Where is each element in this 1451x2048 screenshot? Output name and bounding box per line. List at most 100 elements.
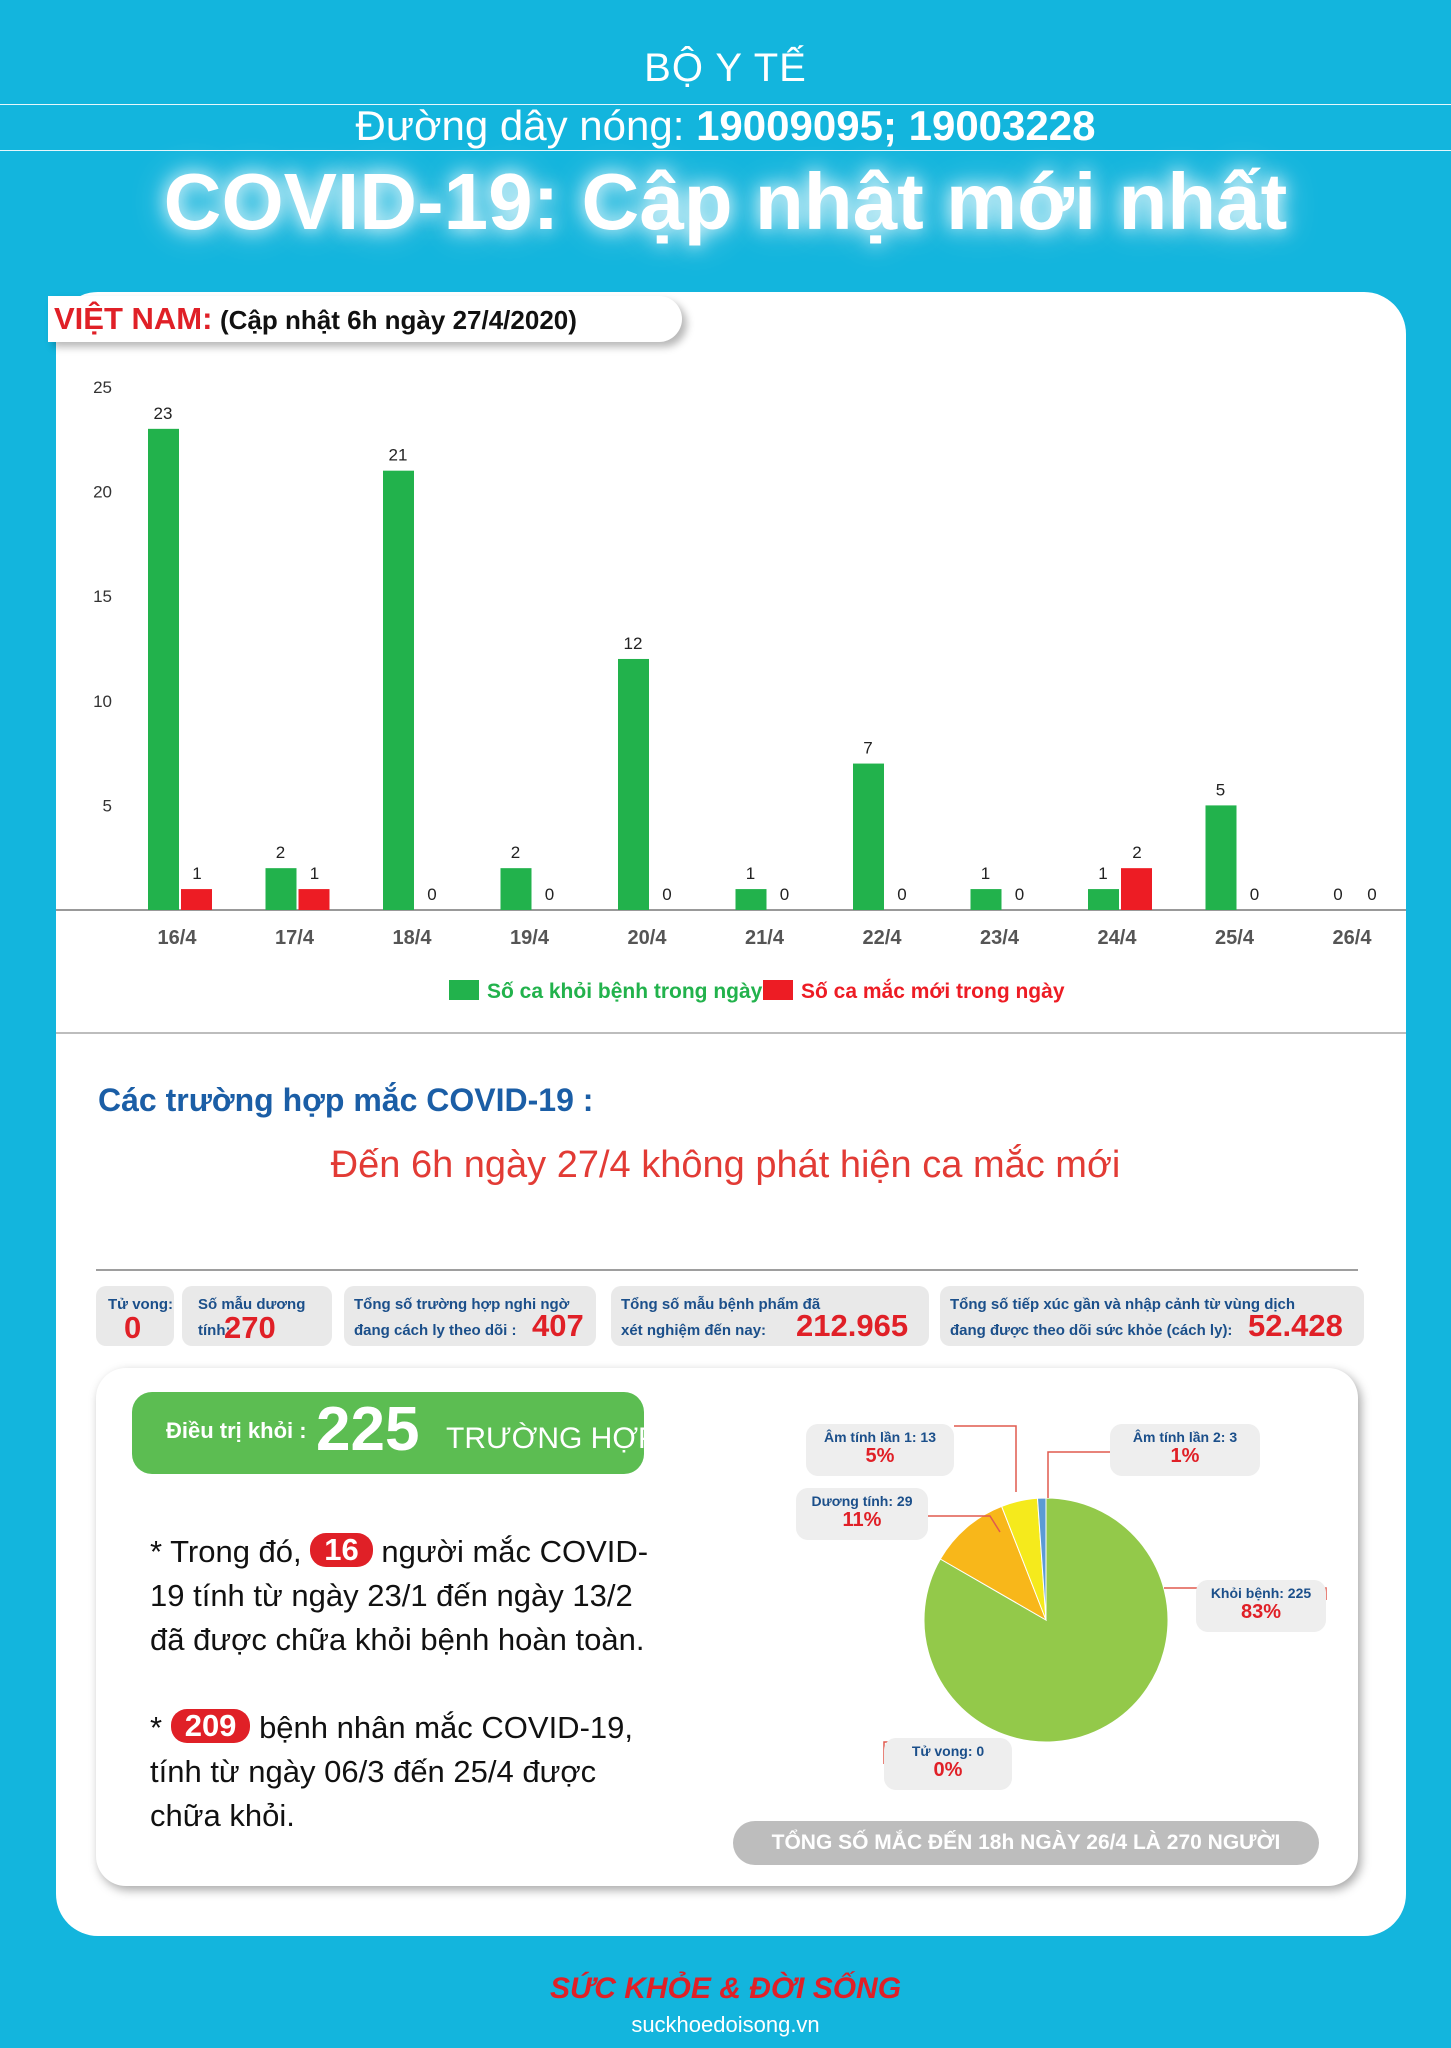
- data-label-new-cases: 0: [427, 885, 436, 904]
- cases-section-title: Các trường hợp mắc COVID-19 :: [98, 1082, 594, 1118]
- data-label-recovered: 1: [1098, 864, 1107, 883]
- stat-deaths-label: Tử vong:: [108, 1296, 174, 1313]
- legend-swatch-recovered: [449, 980, 479, 1000]
- note-2-prefix: *: [150, 1710, 163, 1745]
- bar-recovered: [500, 868, 532, 910]
- pie-label-recovered: Khỏi bệnh: 225 83%: [1196, 1580, 1326, 1632]
- pie-label-negative-2: Âm tính lần 2: 3 1%: [1110, 1424, 1260, 1476]
- data-label-new-cases: 1: [310, 864, 319, 883]
- pie-label-deaths-pct: 0%: [933, 1759, 963, 1781]
- data-label-new-cases: 0: [662, 885, 671, 904]
- x-tick-label: 26/4: [1333, 927, 1373, 949]
- total-cases-bar: TỔNG SỐ MẮC ĐẾN 18h NGÀY 26/4 LÀ 270 NGƯ…: [733, 1821, 1319, 1865]
- stat-contacts-label-line2: đang được theo dõi sức khỏe (cách ly):: [950, 1322, 1233, 1339]
- note-2-text: bệnh nhân mắc COVID-19, tính từ ngày 06/…: [150, 1710, 633, 1833]
- bar-new-cases: [298, 889, 330, 910]
- page-title: COVID-19: Cập nhật mới nhất: [163, 157, 1288, 246]
- bar-recovered: [265, 868, 297, 910]
- country-tab: VIỆT NAM: (Cập nhật 6h ngày 27/4/2020): [48, 296, 682, 342]
- daily-cases-bar-chart: 51015202523116/42117/421018/42019/412020…: [56, 378, 1406, 1003]
- data-label-new-cases: 2: [1132, 843, 1141, 862]
- data-label-recovered: 2: [276, 843, 285, 862]
- stat-samples-label-line1: Tổng số mẫu bệnh phẩm đã: [621, 1296, 821, 1313]
- pie-label-negative-1-name: Âm tính lần 1: 13: [823, 1429, 937, 1445]
- pie-label-positive-name: Dương tính: 29: [811, 1493, 913, 1509]
- stat-deaths: Tử vong: 0: [96, 1286, 174, 1346]
- header-bottom-rule: [0, 150, 1451, 151]
- pie-label-recovered-name: Khỏi bệnh: 225: [1210, 1585, 1312, 1601]
- stat-suspected: Tổng số trường hợp nghi ngờ đang cách ly…: [344, 1286, 596, 1346]
- stat-positive-value: 270: [224, 1310, 276, 1345]
- pie-label-recovered-pct: 83%: [1240, 1601, 1282, 1623]
- data-label-recovered: 7: [863, 739, 872, 758]
- pie-label-positive: Dương tính: 29 11%: [796, 1488, 928, 1540]
- header-top-rule: [0, 104, 1451, 105]
- note-1-prefix: * Trong đó,: [150, 1534, 302, 1569]
- pie-label-deaths-name: Tử vong: 0: [911, 1743, 985, 1759]
- brand-url[interactable]: suckhoedoisong.vn: [631, 2012, 820, 2037]
- pie-label-negative-2-pct: 1%: [1170, 1445, 1200, 1467]
- data-label-new-cases: 0: [545, 885, 554, 904]
- treatment-label: Điều trị khỏi :: [166, 1418, 307, 1443]
- bar-recovered: [383, 470, 414, 910]
- section-divider: [56, 1032, 1406, 1034]
- x-tick-label: 24/4: [1098, 927, 1138, 949]
- bar-recovered: [970, 889, 1002, 910]
- stat-samples-label-line2: xét nghiệm đến nay:: [621, 1322, 767, 1339]
- stat-contacts: Tổng số tiếp xúc gần và nhập cảnh từ vùn…: [940, 1286, 1364, 1346]
- note-2-badge: 209: [170, 1709, 251, 1743]
- bar-recovered: [618, 658, 649, 910]
- data-label-recovered: 12: [624, 634, 643, 653]
- data-label-recovered: 1: [746, 864, 755, 883]
- x-tick-label: 17/4: [275, 927, 315, 949]
- treatment-unit: TRƯỜNG HỢP: [446, 1422, 659, 1455]
- pie-label-deaths: Tử vong: 0 0%: [884, 1738, 1012, 1790]
- hotline: Đường dây nóng: 19009095; 19003228: [0, 102, 1451, 150]
- stat-samples-tested: Tổng số mẫu bệnh phẩm đã xét nghiệm đến …: [611, 1286, 929, 1346]
- note-1-text: người mắc COVID-19 tính từ ngày 23/1 đến…: [150, 1534, 649, 1657]
- x-tick-label: 18/4: [393, 927, 433, 949]
- data-label-new-cases: 0: [780, 885, 789, 904]
- data-label-new-cases: 0: [897, 885, 906, 904]
- bar-recovered: [148, 428, 179, 910]
- x-tick-label: 22/4: [863, 927, 903, 949]
- country-name: VIỆT NAM:: [54, 301, 213, 336]
- stat-contacts-value: 52.428: [1248, 1308, 1343, 1343]
- y-tick-label: 10: [93, 692, 112, 711]
- bar-new-cases: [1121, 868, 1152, 910]
- stat-contacts-label-line1: Tổng số tiếp xúc gần và nhập cảnh từ vùn…: [950, 1296, 1296, 1313]
- data-label-recovered: 1: [981, 864, 990, 883]
- x-tick-label: 21/4: [745, 927, 785, 949]
- stat-suspected-label-line1: Tổng số trường hợp nghi ngờ: [354, 1296, 570, 1313]
- x-tick-label: 23/4: [980, 927, 1020, 949]
- treatment-note-1: * Trong đó, 16 người mắc COVID-19 tính t…: [150, 1530, 670, 1662]
- x-tick-label: 20/4: [628, 927, 668, 949]
- legend-label-new-cases: Số ca mắc mới trong ngày: [801, 979, 1065, 1003]
- pie-label-negative-1: Âm tính lần 1: 13 5%: [806, 1424, 954, 1476]
- x-tick-label: 25/4: [1215, 927, 1255, 949]
- legend-swatch-new-cases: [763, 980, 793, 1000]
- pie-label-positive-pct: 11%: [842, 1509, 882, 1531]
- data-label-new-cases: 0: [1250, 885, 1259, 904]
- x-tick-label: 16/4: [158, 927, 198, 949]
- bar-recovered: [1205, 805, 1237, 910]
- pie-label-negative-2-name: Âm tính lần 2: 3: [1132, 1429, 1238, 1445]
- treatment-note-2: * 209 bệnh nhân mắc COVID-19, tính từ ng…: [150, 1706, 670, 1838]
- data-label-new-cases: 0: [1367, 885, 1376, 904]
- data-label-new-cases: 1: [192, 864, 201, 883]
- pie-label-negative-1-pct: 5%: [865, 1445, 895, 1467]
- x-tick-label: 19/4: [510, 927, 550, 949]
- treatment-count: 225: [316, 1395, 420, 1464]
- data-label-recovered: 5: [1216, 780, 1225, 799]
- treatment-pill: Điều trị khỏi : 225 TRƯỜNG HỢP: [132, 1392, 658, 1474]
- brand-logo: SỨC KHỎE & ĐỜI SỐNG: [549, 1972, 902, 2005]
- stat-positive-label: Số mẫu dương tính:: [198, 1296, 306, 1339]
- data-label-recovered: 0: [1333, 885, 1342, 904]
- stat-contacts-label: Tổng số tiếp xúc gần và nhập cảnh từ vùn…: [950, 1292, 1295, 1344]
- stat-suspected-value: 407: [532, 1308, 584, 1343]
- bar-recovered: [735, 889, 767, 910]
- bar-new-cases: [181, 889, 212, 910]
- stat-samples-value: 212.965: [796, 1308, 909, 1343]
- hotline-numbers: 19009095; 19003228: [696, 102, 1096, 149]
- data-label-recovered: 2: [511, 843, 520, 862]
